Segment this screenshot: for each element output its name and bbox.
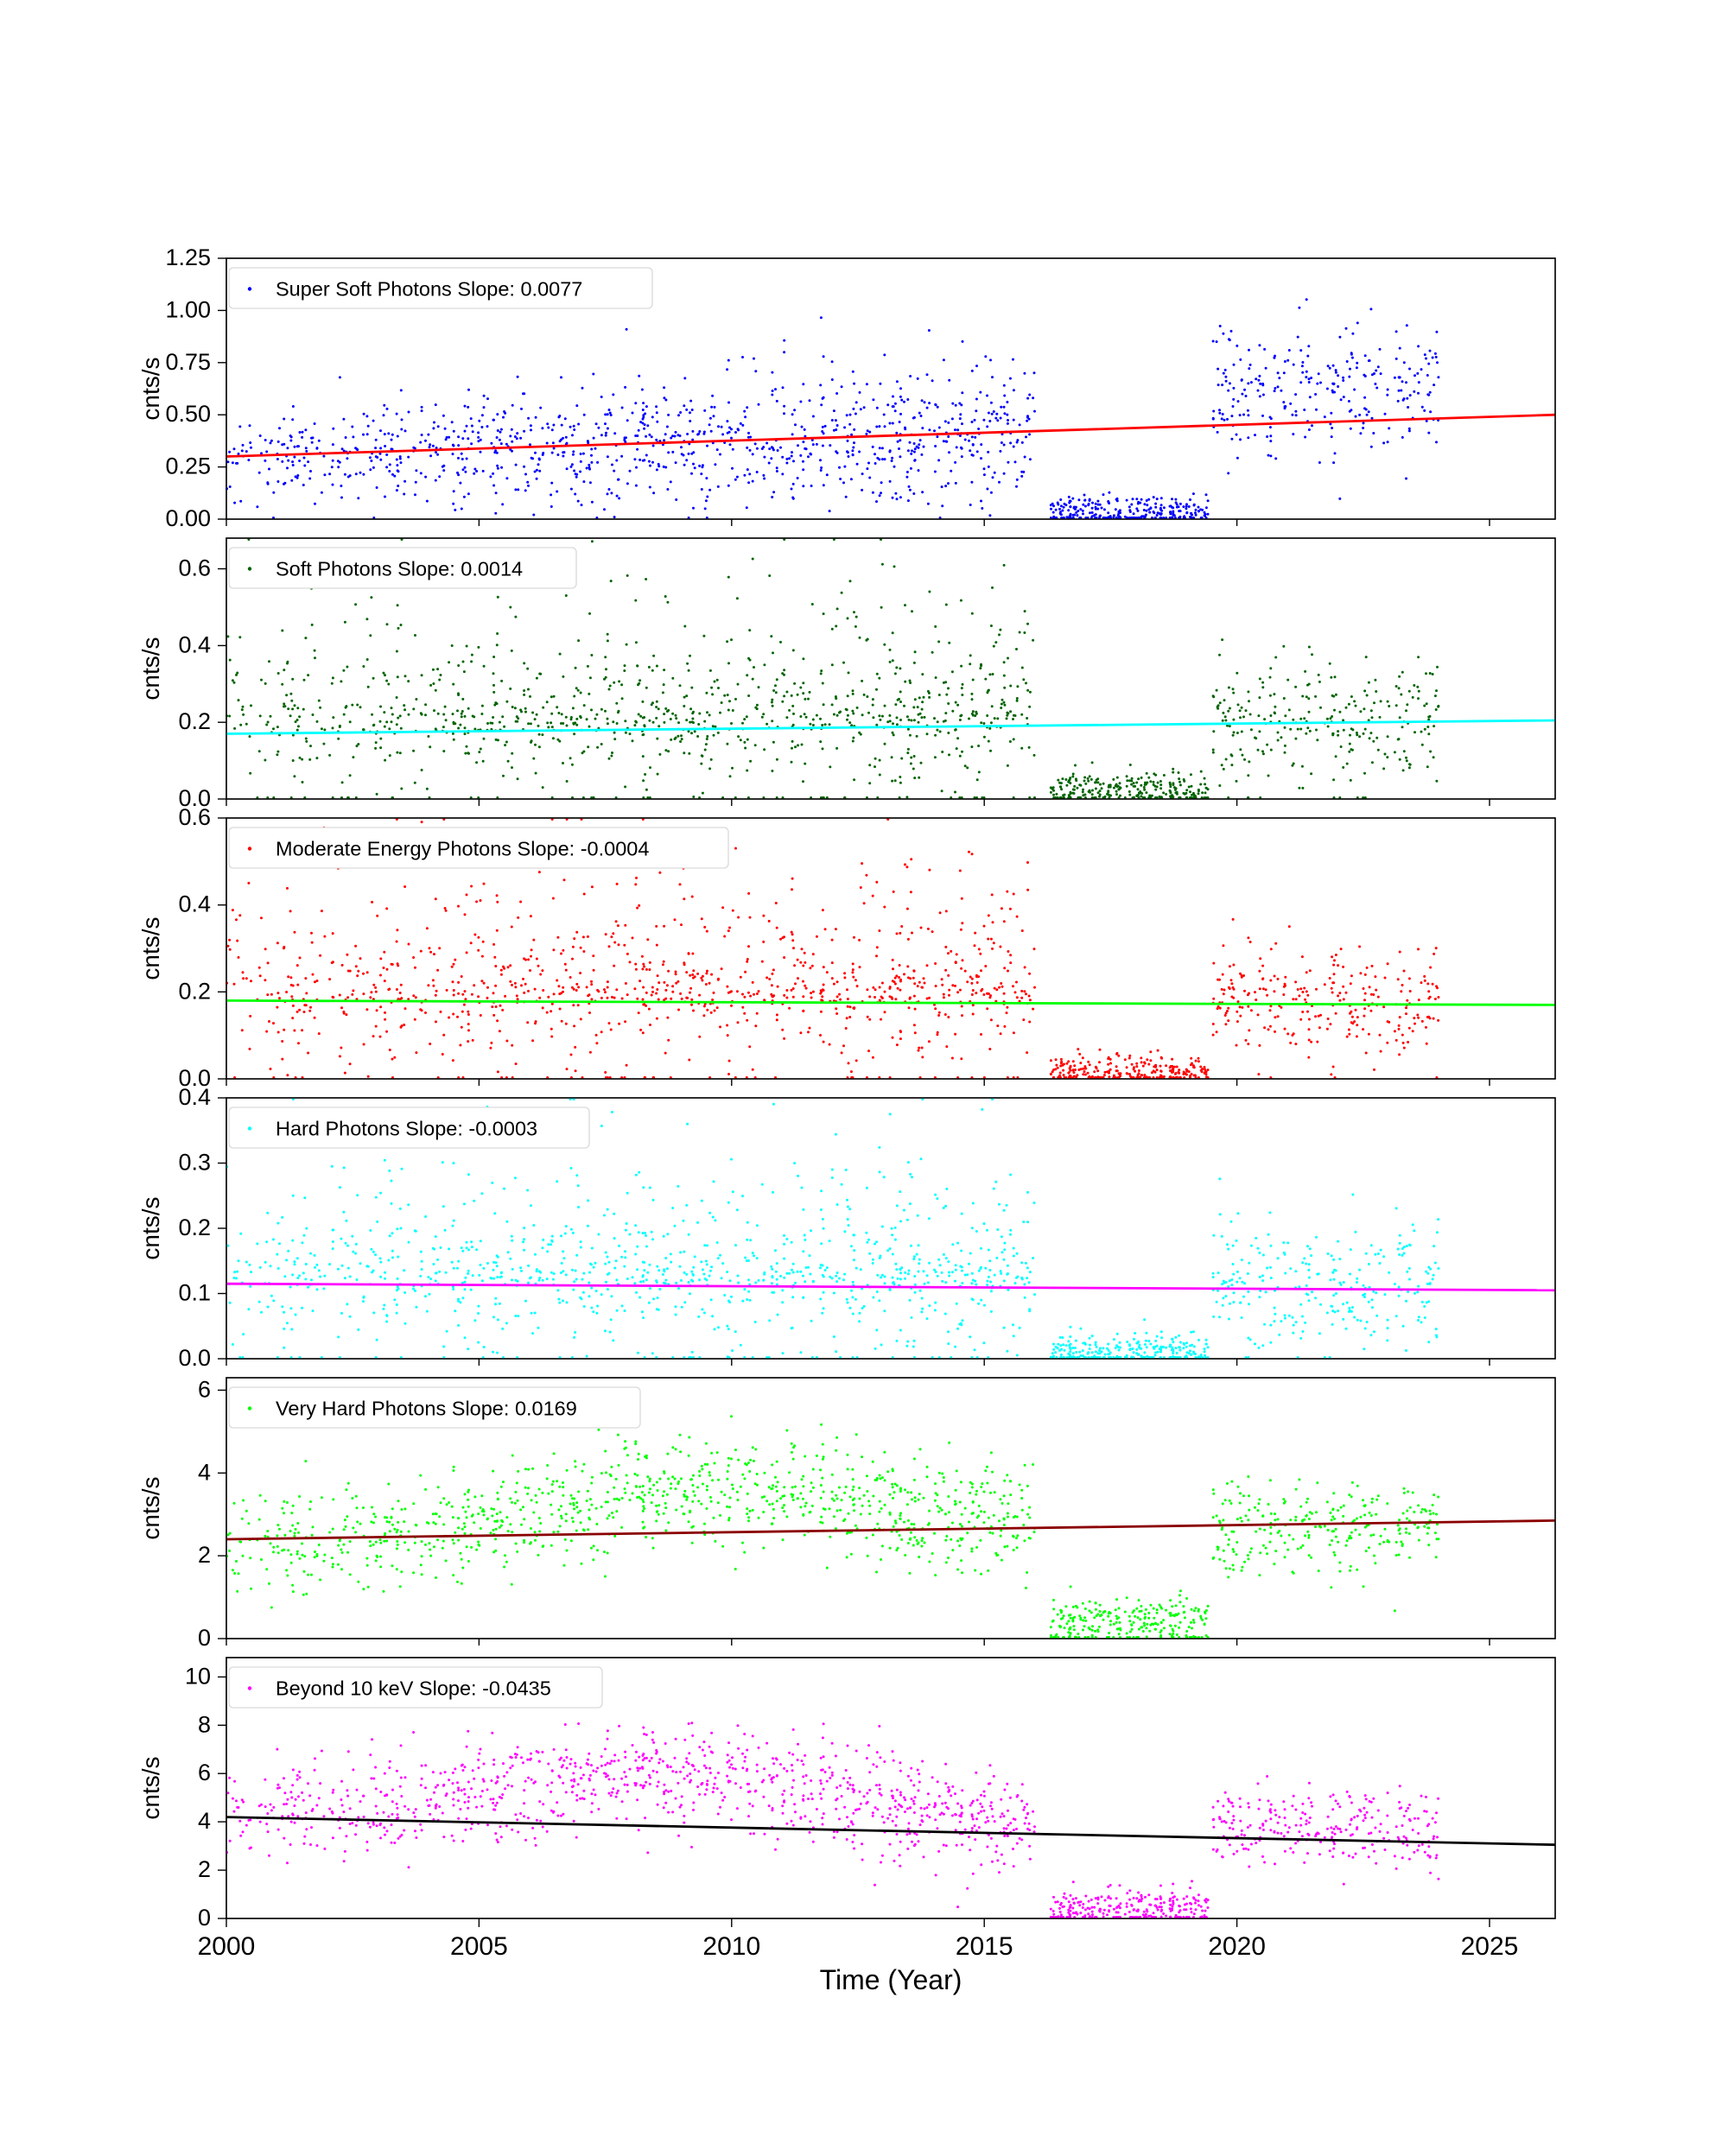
svg-text:1.00: 1.00 [165,296,211,322]
svg-text:0.4: 0.4 [178,891,211,917]
svg-text:1.25: 1.25 [165,244,211,270]
svg-text:cnts/s: cnts/s [137,916,164,980]
svg-text:cnts/s: cnts/s [137,637,164,700]
svg-text:0.6: 0.6 [178,555,211,581]
svg-text:cnts/s: cnts/s [137,357,164,420]
svg-text:Soft Photons Slope: 0.0014: Soft Photons Slope: 0.0014 [276,558,523,580]
svg-text:0.50: 0.50 [165,401,211,427]
svg-text:0.2: 0.2 [178,708,211,734]
svg-text:0.6: 0.6 [178,804,211,830]
svg-text:0.4: 0.4 [178,631,211,657]
svg-text:0.75: 0.75 [165,349,211,375]
svg-text:0.25: 0.25 [165,453,211,479]
svg-text:0.2: 0.2 [178,978,211,1004]
svg-text:Super Soft Photons Slope: 0.00: Super Soft Photons Slope: 0.0077 [276,278,582,301]
svg-text:Moderate Energy Photons Slope:: Moderate Energy Photons Slope: -0.0004 [276,838,649,860]
svg-text:0.00: 0.00 [165,505,211,531]
